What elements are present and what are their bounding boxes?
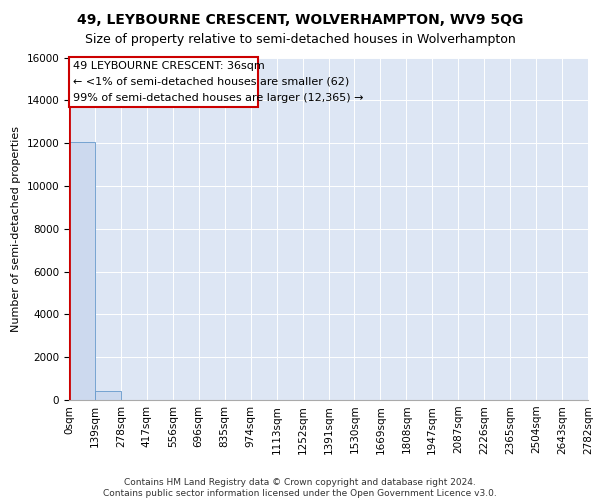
Text: ← <1% of semi-detached houses are smaller (62): ← <1% of semi-detached houses are smalle… xyxy=(73,77,349,87)
Bar xyxy=(69,142,95,400)
Text: 49, LEYBOURNE CRESCENT, WOLVERHAMPTON, WV9 5QG: 49, LEYBOURNE CRESCENT, WOLVERHAMPTON, W… xyxy=(77,12,523,26)
Text: 99% of semi-detached houses are larger (12,365) →: 99% of semi-detached houses are larger (… xyxy=(73,93,364,103)
Text: Size of property relative to semi-detached houses in Wolverhampton: Size of property relative to semi-detach… xyxy=(85,32,515,46)
Text: Contains HM Land Registry data © Crown copyright and database right 2024.
Contai: Contains HM Land Registry data © Crown c… xyxy=(103,478,497,498)
Text: 49 LEYBOURNE CRESCENT: 36sqm: 49 LEYBOURNE CRESCENT: 36sqm xyxy=(73,60,265,70)
Y-axis label: Number of semi-detached properties: Number of semi-detached properties xyxy=(11,126,21,332)
Bar xyxy=(95,391,121,400)
Bar xyxy=(69,58,259,106)
